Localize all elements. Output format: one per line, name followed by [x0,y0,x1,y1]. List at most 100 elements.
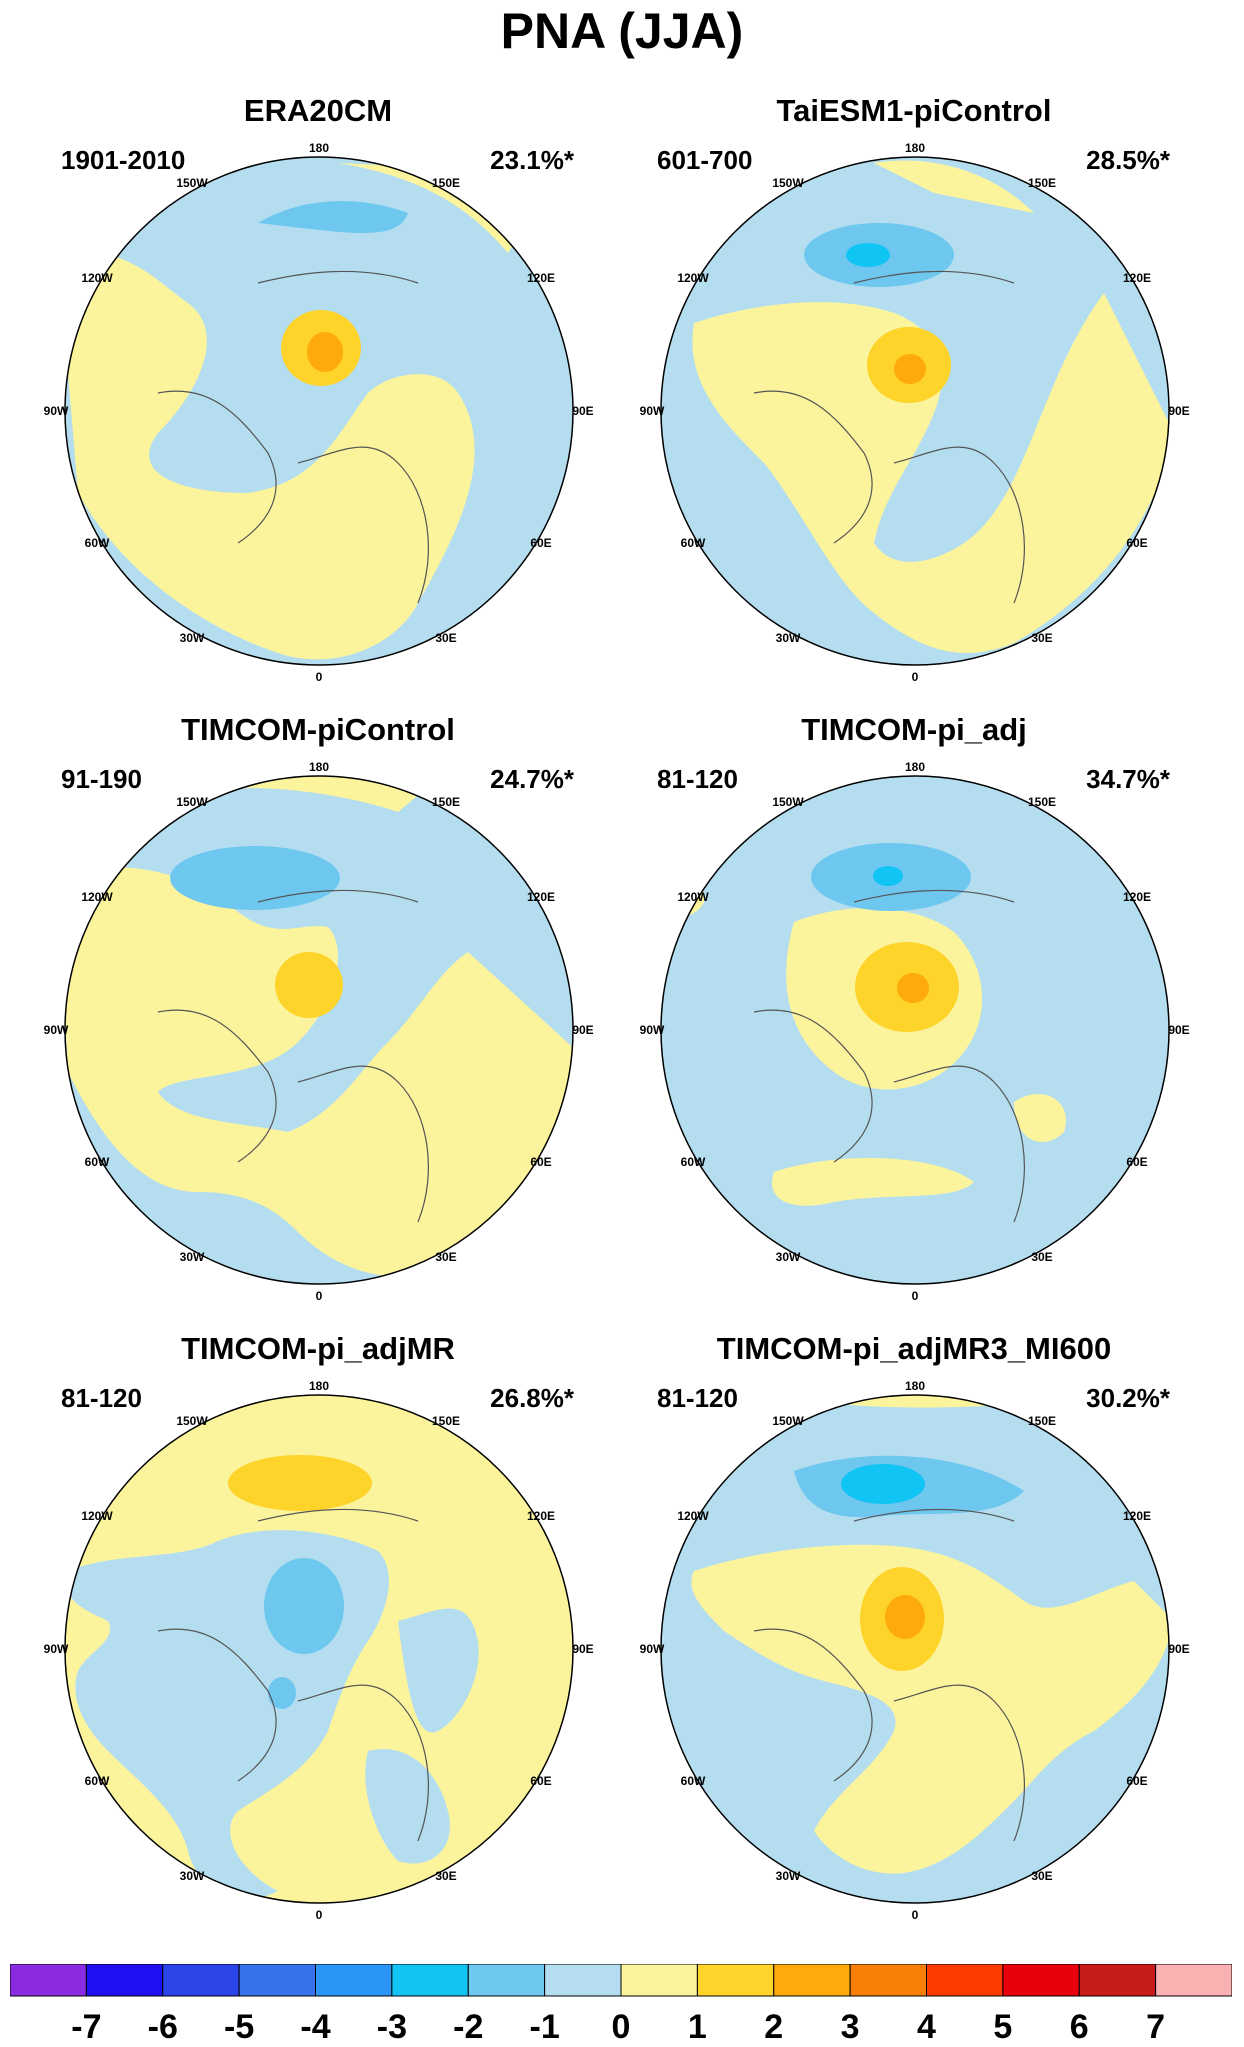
colorbar-swatch [162,1964,240,1997]
panel-title: TIMCOM-pi_adjMR [181,1331,455,1366]
positive-anomaly-region [661,849,704,917]
lon-label-60e: 60E [530,1774,551,1788]
lon-label-150e: 150E [432,176,460,190]
lon-label-30w: 30W [776,631,801,645]
colorbar-tick-label: -6 [148,2008,178,2044]
lon-label-30e: 30E [1031,631,1052,645]
map-boundary [64,1394,574,1904]
lon-label-120w: 120W [677,890,709,904]
lon-label-60e: 60E [530,536,551,550]
lon-label-180: 180 [309,141,329,155]
coastline [753,1508,1025,1842]
positive-anomaly-core [897,973,929,1003]
positive-anomaly-region [692,293,1169,653]
colorbar-tick-label: -7 [71,2008,101,2044]
lon-label-30e: 30E [435,1869,456,1883]
lon-label-90e: 90E [572,404,593,418]
colorbar-swatch [315,1964,393,1997]
lon-label-60w: 60W [681,1774,706,1788]
map-boundary [64,775,574,1285]
map-panel: TaiESM1-piControl 601-700 28.5%* 180 150… [634,93,1194,713]
map-panel: TIMCOM-pi_adjMR 81-120 26.8%* 180 150E 1… [38,1331,598,1951]
colorbar-swatch [544,1964,622,1997]
lon-label-150w: 150W [772,1414,804,1428]
lon-label-150e: 150E [432,795,460,809]
panel-title: TIMCOM-pi_adjMR3_MI600 [716,1331,1112,1366]
map-panel: TIMCOM-pi_adj 81-120 34.7%* 180 150E 120… [634,712,1194,1332]
lon-label-90w: 90W [640,404,665,418]
lon-label-60w: 60W [681,1155,706,1169]
lon-label-90w: 90W [640,1023,665,1037]
positive-anomaly-region [158,776,458,812]
colorbar-tick-label: 1 [688,2008,707,2044]
colorbar-tick-label: -4 [300,2008,330,2044]
panel-period: 81-120 [657,1383,738,1413]
positive-anomaly-core [275,952,343,1018]
lon-label-90e: 90E [572,1642,593,1656]
negative-anomaly-core [268,1677,296,1709]
colorbar-tick-label: 6 [1070,2008,1089,2044]
negative-anomaly-core [264,1558,344,1654]
panel-variance: 30.2%* [1086,1383,1170,1413]
lon-label-150w: 150W [772,795,804,809]
lon-label-60w: 60W [681,536,706,550]
lon-label-90w: 90W [44,404,69,418]
lon-label-60e: 60E [1126,536,1147,550]
positive-anomaly-region [65,867,573,1277]
lon-label-120w: 120W [81,890,113,904]
coastline [753,270,1025,604]
coastline [753,889,1025,1223]
polar-stereographic-map: 180 150E 120E 90E 60E 30E 0 30W 60W 90W … [44,760,594,1303]
lon-label-90e: 90E [572,1023,593,1037]
lon-label-150w: 150W [772,176,804,190]
colorbar-swatch [238,1964,317,1997]
polar-stereographic-map: 180 150E 120E 90E 60E 30E 0 30W 60W 90W … [640,760,1190,1303]
lon-label-120w: 120W [677,271,709,285]
colorbar-swatch [1155,1964,1232,1997]
lon-label-60w: 60W [85,1155,110,1169]
positive-anomaly-region [772,1158,974,1206]
colorbar-tick-label: 2 [764,2008,783,2044]
lon-label-150e: 150E [1028,795,1056,809]
colorbar-swatch [10,1964,87,1997]
map-panel: ERA20CM 1901-2010 23.1%* 180 150E 120E 9… [38,93,598,713]
colorbar-swatch [696,1964,775,1997]
lon-label-120e: 120E [1123,890,1151,904]
lon-label-180: 180 [905,1379,925,1393]
colorbar: -7 -6 -5 -4 -3 -2 -1 0 1 2 3 4 5 6 7 [10,1964,1232,2044]
negative-anomaly-core [841,1464,925,1504]
colorbar-tick-label: -2 [453,2008,483,2044]
polar-stereographic-map: 180 150E 120E 90E 60E 30E 0 30W 60W 90W … [44,1379,594,1922]
colorbar-swatch [1002,1964,1080,1997]
colorbar-swatch [85,1964,164,1997]
lon-label-60w: 60W [85,536,110,550]
lon-label-30w: 30W [180,1869,205,1883]
panel-title: ERA20CM [243,93,393,128]
panel-variance: 23.1%* [490,145,574,175]
positive-anomaly-region [1014,1093,1066,1142]
lon-label-180: 180 [905,760,925,774]
lon-label-0: 0 [316,670,323,684]
lon-label-90w: 90W [640,1642,665,1656]
lon-label-30w: 30W [180,1250,205,1264]
colorbar-tick-label: 4 [917,2008,936,2044]
lon-label-150e: 150E [1028,1414,1056,1428]
colorbar-swatch [467,1964,546,1997]
map-boundary [660,156,1170,666]
map-boundary [660,775,1170,1285]
lon-label-0: 0 [912,1908,919,1922]
panel-variance: 24.7%* [490,764,574,794]
lon-label-180: 180 [309,760,329,774]
lon-label-30w: 30W [776,1250,801,1264]
map-boundary [660,1394,1170,1904]
polar-stereographic-map: 180 150E 120E 90E 60E 30E 0 30W 60W 90W … [640,141,1190,684]
map-boundary [64,156,574,666]
panel-period: 91-190 [61,764,142,794]
panel-variance: 28.5%* [1086,145,1170,175]
lon-label-120e: 120E [527,890,555,904]
negative-anomaly-core [846,243,890,267]
lon-label-90e: 90E [1168,1023,1189,1037]
figure-title: PNA (JJA) [500,3,744,59]
polar-stereographic-map: 180 150E 120E 90E 60E 30E 0 30W 60W 90W … [640,1379,1190,1922]
lon-label-180: 180 [905,141,925,155]
